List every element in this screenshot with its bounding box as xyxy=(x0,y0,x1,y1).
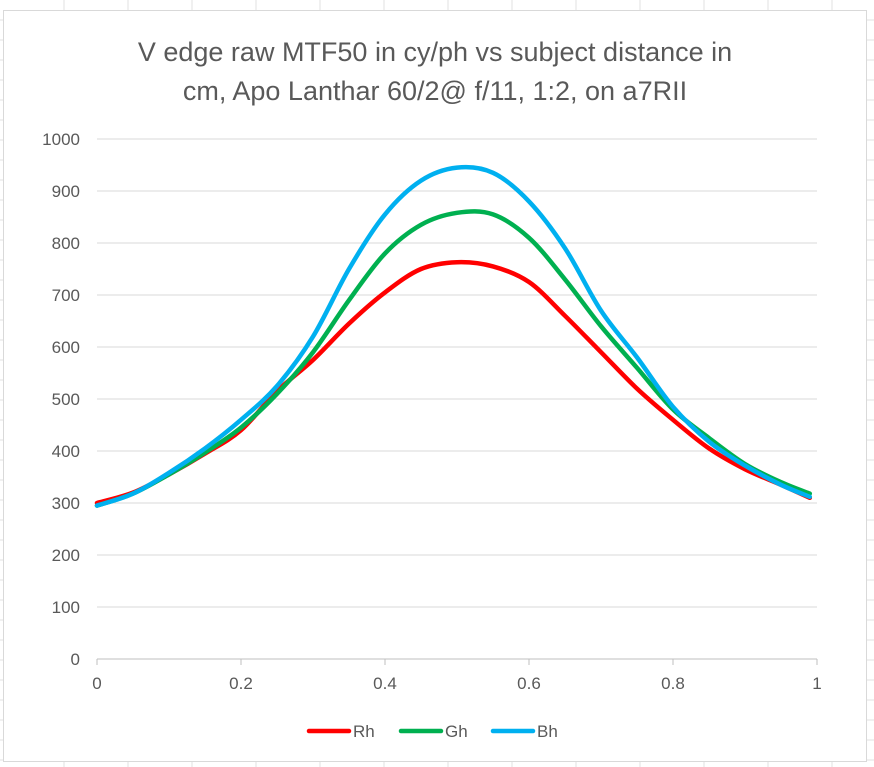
y-tick-label: 0 xyxy=(71,650,80,669)
gridlines xyxy=(97,138,817,608)
y-tick-label: 600 xyxy=(52,338,80,357)
axes: 0 100 200 300 400 500 600 700 800 900 1000 0 0.2 0.4 0… xyxy=(42,130,822,693)
chart-title-line-2: cm, Apo Lanthar 60/2@ f/11, 1:2, on a7RI… xyxy=(183,76,687,106)
series-line-rh xyxy=(94,259,813,506)
x-tick-label: 0.4 xyxy=(373,674,397,693)
y-tick-label: 1000 xyxy=(42,130,80,149)
legend-label-bh: Bh xyxy=(537,722,558,741)
y-tick-label: 200 xyxy=(52,546,80,565)
y-tick-label: 100 xyxy=(52,598,80,617)
y-tick-label: 400 xyxy=(52,442,80,461)
x-tick-label: 0.2 xyxy=(229,674,253,693)
legend-label-rh: Rh xyxy=(353,722,375,741)
x-tick-label: 1 xyxy=(812,674,821,693)
series-lines xyxy=(94,164,813,508)
x-tick-label: 0.8 xyxy=(661,674,685,693)
x-tick-label: 0 xyxy=(92,674,101,693)
y-tick-label: 800 xyxy=(52,234,80,253)
y-tick-label: 700 xyxy=(52,286,80,305)
chart-title-line-1: V edge raw MTF50 in cy/ph vs subject dis… xyxy=(138,37,732,67)
chart-area[interactable]: V edge raw MTF50 in cy/ph vs subject dis… xyxy=(3,10,867,762)
series-line-gh xyxy=(94,209,813,508)
y-tick-label: 900 xyxy=(52,182,80,201)
series-line-bh xyxy=(94,164,813,508)
legend-label-gh: Gh xyxy=(445,722,468,741)
legend: Rh Gh Bh xyxy=(306,722,558,741)
y-tick-label: 500 xyxy=(52,390,80,409)
line-chart: V edge raw MTF50 in cy/ph vs subject dis… xyxy=(42,37,822,741)
x-tick-label: 0.6 xyxy=(517,674,541,693)
y-tick-label: 300 xyxy=(52,494,80,513)
